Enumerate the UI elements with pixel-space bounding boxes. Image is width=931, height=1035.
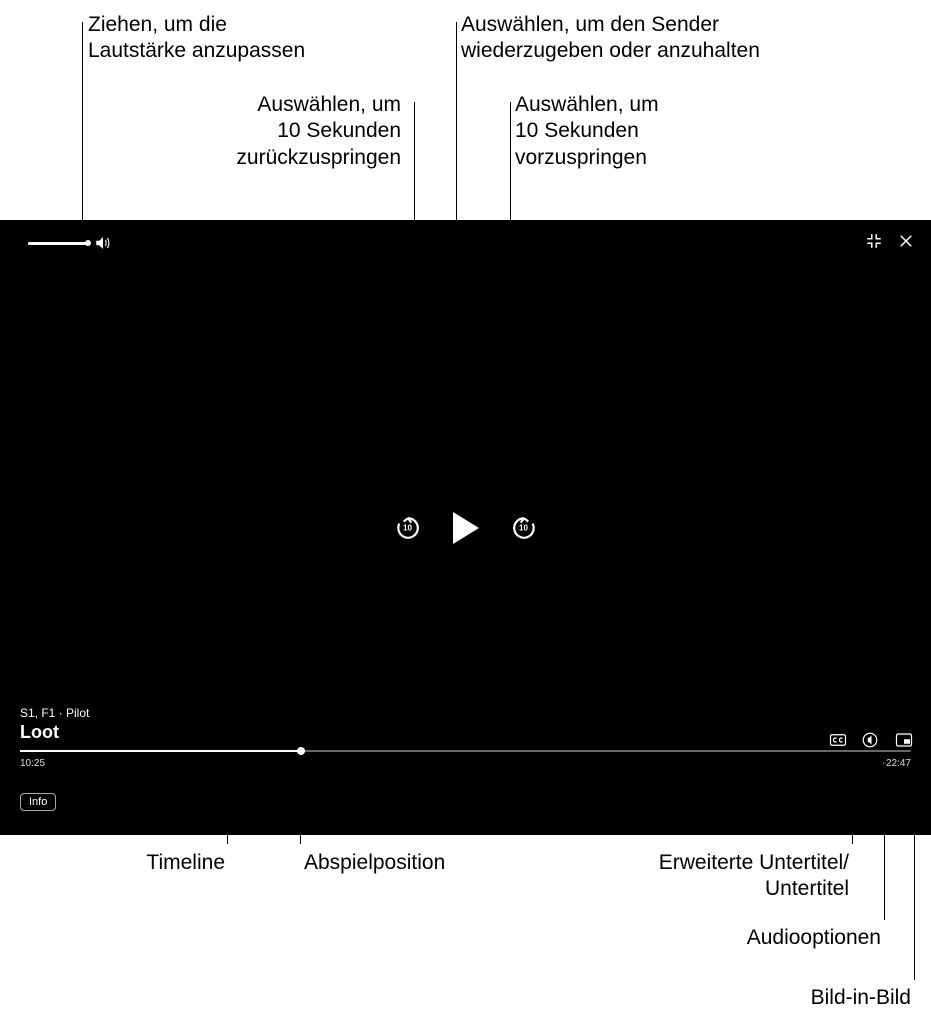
episode-subtitle: S1, F1 · Pilot xyxy=(20,706,89,720)
callout-playhead: Abspielposition xyxy=(304,850,445,876)
pip-icon[interactable] xyxy=(893,731,915,749)
skip-back-label: 10 xyxy=(403,523,412,532)
volume-control[interactable] xyxy=(28,234,112,252)
close-icon[interactable] xyxy=(897,232,915,250)
volume-fill xyxy=(28,242,88,245)
info-button[interactable]: Info xyxy=(20,793,56,811)
callout-play-pause: Auswählen, um den Sender wiederzugeben o… xyxy=(461,12,760,65)
show-title: Loot xyxy=(20,722,89,743)
remaining-time: -22:47 xyxy=(883,758,911,769)
callout-subtitles: Erweiterte Untertitel/ Untertitel xyxy=(659,850,849,903)
playhead[interactable] xyxy=(297,747,305,755)
callout-fwd10: Auswählen, um 10 Sekunden vorzuspringen xyxy=(515,92,659,171)
volume-track[interactable] xyxy=(28,242,88,245)
speaker-icon xyxy=(94,234,112,252)
callout-timeline: Timeline xyxy=(146,850,225,876)
skip-back-10-button[interactable]: 10 xyxy=(395,515,421,541)
timeline[interactable]: 10:25 -22:47 xyxy=(20,750,911,769)
cc-icon[interactable] xyxy=(829,731,847,749)
callout-volume: Ziehen, um die Lautstärke anzupassen xyxy=(88,12,305,65)
callout-audio: Audiooptionen xyxy=(747,925,881,951)
skip-fwd-label: 10 xyxy=(519,523,528,532)
callout-pip: Bild-in-Bild xyxy=(811,985,911,1011)
timeline-fill xyxy=(20,750,301,752)
skip-forward-10-button[interactable]: 10 xyxy=(511,515,537,541)
play-button[interactable] xyxy=(453,512,479,544)
audio-options-icon[interactable] xyxy=(861,731,879,749)
video-player: 10 10 S1, F1 · Pilot Loot xyxy=(0,220,931,835)
callout-back10: Auswählen, um 10 Sekunden zurückzuspring… xyxy=(236,92,401,171)
volume-knob[interactable] xyxy=(85,240,91,246)
elapsed-time: 10:25 xyxy=(20,758,45,769)
exit-fullscreen-icon[interactable] xyxy=(865,232,883,250)
